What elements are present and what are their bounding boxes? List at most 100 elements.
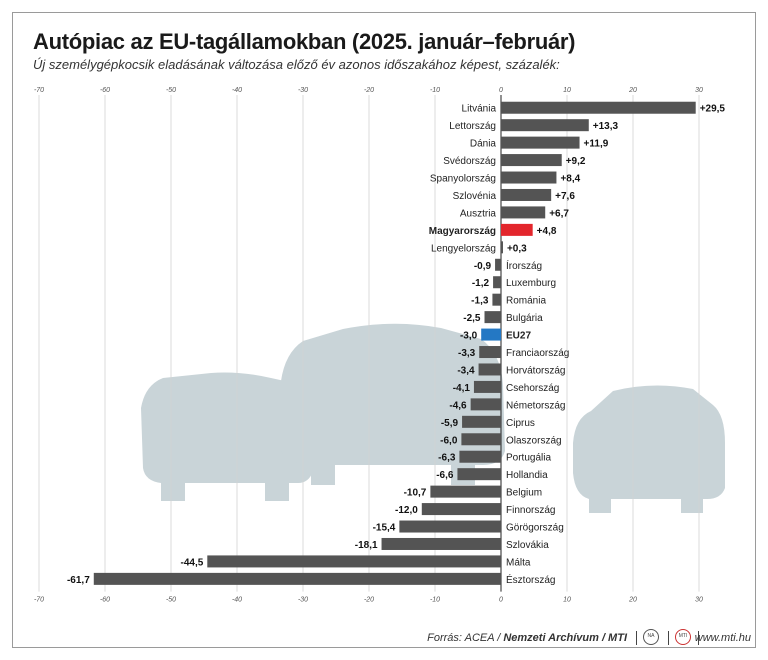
value-label: +9,2: [566, 156, 586, 167]
bar: [462, 415, 501, 428]
category-label: Lettország: [449, 121, 496, 132]
value-label: -0,9: [474, 261, 492, 272]
value-label: -10,7: [404, 488, 427, 499]
x-tick-label-bottom: -10: [430, 597, 440, 604]
x-tick-label-top: 30: [695, 87, 703, 94]
archive-logo-icon: NA: [643, 629, 659, 645]
gridlines: [38, 95, 700, 592]
value-label: +29,5: [700, 104, 726, 115]
x-axis-bottom: -70 -60 -50 -40 -30 -20 -10 0 10 20 30: [34, 597, 703, 604]
category-label: Ciprus: [506, 418, 535, 429]
x-tick-label-top: -10: [430, 87, 440, 94]
bar: [492, 293, 501, 306]
category-label: Szlovákia: [506, 540, 549, 551]
category-labels: Litvánia Lettország Dánia Svédország Spanyol…: [429, 104, 570, 586]
x-tick-label-top: 10: [563, 87, 571, 94]
category-label: Belgium: [506, 488, 542, 499]
bar: [457, 468, 501, 481]
car-silhouette: [141, 372, 313, 501]
category-label: Németország: [506, 400, 565, 411]
value-label: -4,6: [449, 400, 467, 411]
x-tick-label-top: -20: [364, 87, 374, 94]
x-tick-label-top: -40: [232, 87, 242, 94]
value-label: -3,0: [460, 331, 478, 342]
category-label: Svédország: [443, 156, 496, 167]
bar: [501, 188, 552, 201]
bar: [430, 485, 501, 498]
bar: [381, 537, 501, 550]
bar: [501, 223, 533, 236]
value-label: -2,5: [463, 313, 481, 324]
mti-logo-icon: MTI: [675, 629, 691, 645]
x-tick-label-bottom: -50: [166, 597, 176, 604]
value-label: -6,3: [438, 453, 456, 464]
bar: [459, 450, 501, 463]
bar: [481, 328, 501, 341]
footer-separator: [668, 631, 669, 645]
value-label: -61,7: [67, 575, 90, 586]
category-label: Csehország: [506, 383, 559, 394]
category-label: Franciaország: [506, 348, 569, 359]
value-label: +6,7: [549, 208, 569, 219]
bar: [421, 503, 501, 516]
category-label: Portugália: [506, 453, 551, 464]
category-label: Hollandia: [506, 470, 548, 481]
value-label: -15,4: [373, 523, 396, 534]
x-tick-label-bottom: 10: [563, 597, 571, 604]
value-label: -6,0: [440, 435, 458, 446]
value-label: -5,9: [441, 418, 459, 429]
chart-subtitle: Új személygépkocsik eladásának változása…: [33, 57, 560, 72]
value-label: +7,6: [555, 191, 575, 202]
car-silhouette: [573, 385, 725, 513]
category-label: Litvánia: [462, 104, 497, 115]
x-tick-label-bottom: -60: [100, 597, 110, 604]
x-tick-label-top: -70: [34, 87, 44, 94]
value-label: +8,4: [560, 174, 580, 185]
value-label: -1,2: [472, 278, 490, 289]
x-tick-label-top: -50: [166, 87, 176, 94]
value-label: +0,3: [507, 243, 527, 254]
value-label: -3,3: [458, 348, 476, 359]
bar: [501, 119, 589, 132]
category-label: Spanyolország: [430, 174, 496, 185]
car-silhouette: [281, 323, 505, 485]
bar: [493, 276, 501, 289]
value-label: +13,3: [593, 121, 619, 132]
category-label: Málta: [506, 557, 531, 568]
bar: [399, 520, 501, 533]
bar: [501, 154, 562, 167]
bar: [501, 101, 696, 114]
website-link[interactable]: www.mti.hu: [694, 632, 751, 644]
category-label: Luxemburg: [506, 278, 556, 289]
bar: [470, 398, 501, 411]
x-tick-label-bottom: -40: [232, 597, 242, 604]
source-main: Nemzeti Archívum / MTI: [503, 632, 627, 644]
x-tick-label-top: -60: [100, 87, 110, 94]
footer-separator: [636, 631, 637, 645]
value-label: -3,4: [457, 365, 475, 376]
bar: [479, 346, 501, 359]
category-label: Lengyelország: [431, 243, 496, 254]
x-tick-label-bottom: 0: [499, 597, 503, 604]
value-label: -4,1: [453, 383, 471, 394]
category-label: Finnország: [506, 505, 555, 516]
category-label: Dánia: [470, 139, 497, 150]
source-prefix: Forrás: ACEA /: [427, 632, 504, 644]
infographic-frame: Autópiac az EU-tagállamokban (2025. janu…: [12, 12, 756, 648]
bar: [484, 311, 501, 324]
bar: [461, 433, 501, 446]
category-label: Szlovénia: [453, 191, 497, 202]
value-label: -12,0: [395, 505, 418, 516]
x-axis-top: -70 -60 -50 -40 -30 -20 -10 0 10 20 30: [34, 87, 703, 94]
x-tick-label-top: -30: [298, 87, 308, 94]
category-label: Észtország: [506, 573, 555, 586]
bar: [501, 206, 546, 219]
value-label: +4,8: [537, 226, 557, 237]
category-label: Ausztria: [460, 208, 497, 219]
category-label: Románia: [506, 296, 546, 307]
value-label: -18,1: [355, 540, 378, 551]
value-label: -44,5: [181, 557, 204, 568]
category-label: Görögország: [506, 523, 564, 534]
value-label: -6,6: [436, 470, 454, 481]
x-tick-label-bottom: 20: [628, 597, 637, 604]
